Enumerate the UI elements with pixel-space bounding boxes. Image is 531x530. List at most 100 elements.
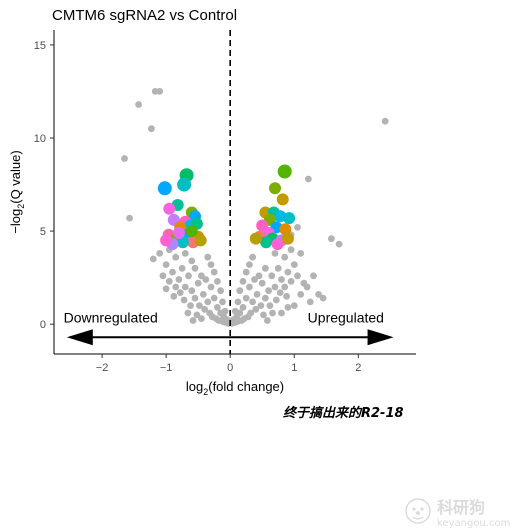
watermark-brand: 科研狗 <box>437 497 486 517</box>
significant-point <box>277 164 292 179</box>
data-point <box>199 291 207 298</box>
data-point <box>268 272 276 280</box>
x-tick-label: 0 <box>227 362 233 374</box>
data-point <box>191 294 199 302</box>
data-point <box>297 291 305 298</box>
data-point <box>221 307 229 315</box>
data-point <box>121 155 128 162</box>
watermark: 科研狗 keyangou.com <box>403 494 527 529</box>
y-tick-label: 5 <box>40 226 46 238</box>
data-point <box>189 317 197 324</box>
data-point <box>156 250 164 257</box>
data-point <box>255 272 263 280</box>
data-point <box>251 276 258 283</box>
data-point <box>271 283 279 291</box>
data-point <box>306 298 314 306</box>
significant-point <box>276 193 289 206</box>
data-point <box>169 268 176 276</box>
data-point <box>242 268 250 276</box>
data-point <box>287 246 295 254</box>
data-point <box>191 264 199 272</box>
data-point <box>294 224 301 231</box>
significant-point <box>269 182 281 195</box>
significant-point <box>177 177 192 192</box>
significant-point <box>194 234 207 247</box>
significant-point <box>185 225 198 238</box>
y-tick-label: 10 <box>34 133 46 145</box>
data-point <box>262 294 269 302</box>
data-point <box>149 255 157 263</box>
data-point <box>217 287 225 295</box>
data-point <box>204 298 212 306</box>
data-point <box>290 261 298 268</box>
x-tick-label: −1 <box>160 362 173 374</box>
chart-title: CMTM6 sgRNA2 vs Control <box>52 7 237 24</box>
data-point <box>181 250 189 257</box>
data-point <box>335 240 343 248</box>
data-point <box>294 272 301 280</box>
data-point <box>297 250 305 257</box>
data-point <box>202 276 210 283</box>
data-point <box>178 264 186 272</box>
data-point <box>188 287 196 295</box>
significant-point <box>279 223 292 236</box>
arrow-head-left <box>66 329 93 346</box>
data-point <box>193 311 201 319</box>
significant-point <box>176 236 189 249</box>
data-point <box>175 276 183 283</box>
data-point <box>328 235 335 243</box>
data-point <box>188 257 196 265</box>
data-point <box>198 315 205 322</box>
data-point <box>172 253 180 261</box>
data-point <box>284 268 292 276</box>
data-point <box>281 283 289 291</box>
data-point <box>180 296 188 304</box>
data-point <box>210 268 218 276</box>
data-point <box>276 289 284 296</box>
significant-point <box>249 232 262 245</box>
data-point <box>271 250 279 257</box>
data-point <box>162 261 170 268</box>
significant-point <box>274 210 287 223</box>
significant-point <box>163 202 176 215</box>
data-point <box>239 304 247 311</box>
y-tick-label: 0 <box>40 319 46 331</box>
data-point <box>231 307 239 315</box>
downregulated-label: Downregulated <box>64 309 158 325</box>
y-axis-ticks: 0 5 10 15 <box>34 40 54 331</box>
data-point <box>135 101 143 108</box>
data-point <box>287 278 295 285</box>
x-axis-ticks: −2 −1 0 1 2 <box>96 354 361 374</box>
background-points <box>121 88 389 327</box>
highlighted-points <box>157 164 296 251</box>
data-point <box>170 292 178 300</box>
data-point <box>187 302 194 309</box>
data-point <box>159 272 167 280</box>
data-point <box>305 175 312 183</box>
caption-text: 终于搞出来的R2-18 <box>283 406 404 421</box>
volcano-plot: CMTM6 sgRNA2 vs Control Downregulated Up… <box>8 7 416 397</box>
data-point <box>284 304 292 311</box>
data-point <box>156 88 164 95</box>
significant-point <box>281 232 294 245</box>
data-point <box>239 278 247 285</box>
upregulated-label: Upregulated <box>308 309 384 325</box>
data-point <box>172 283 180 291</box>
watermark-url: keyangou.com <box>437 517 511 529</box>
data-point <box>176 289 184 296</box>
data-point <box>242 294 250 302</box>
data-point <box>234 298 242 306</box>
direction-arrow <box>66 329 394 346</box>
data-point <box>210 294 218 302</box>
data-point <box>310 272 317 280</box>
data-point <box>252 305 260 313</box>
data-point <box>207 283 215 291</box>
data-point <box>283 292 290 300</box>
significant-point <box>160 234 173 247</box>
data-point <box>290 302 298 309</box>
data-point <box>162 285 170 293</box>
x-tick-label: −2 <box>96 362 109 374</box>
data-point <box>253 291 261 298</box>
data-point <box>236 287 244 295</box>
data-point <box>266 302 274 309</box>
